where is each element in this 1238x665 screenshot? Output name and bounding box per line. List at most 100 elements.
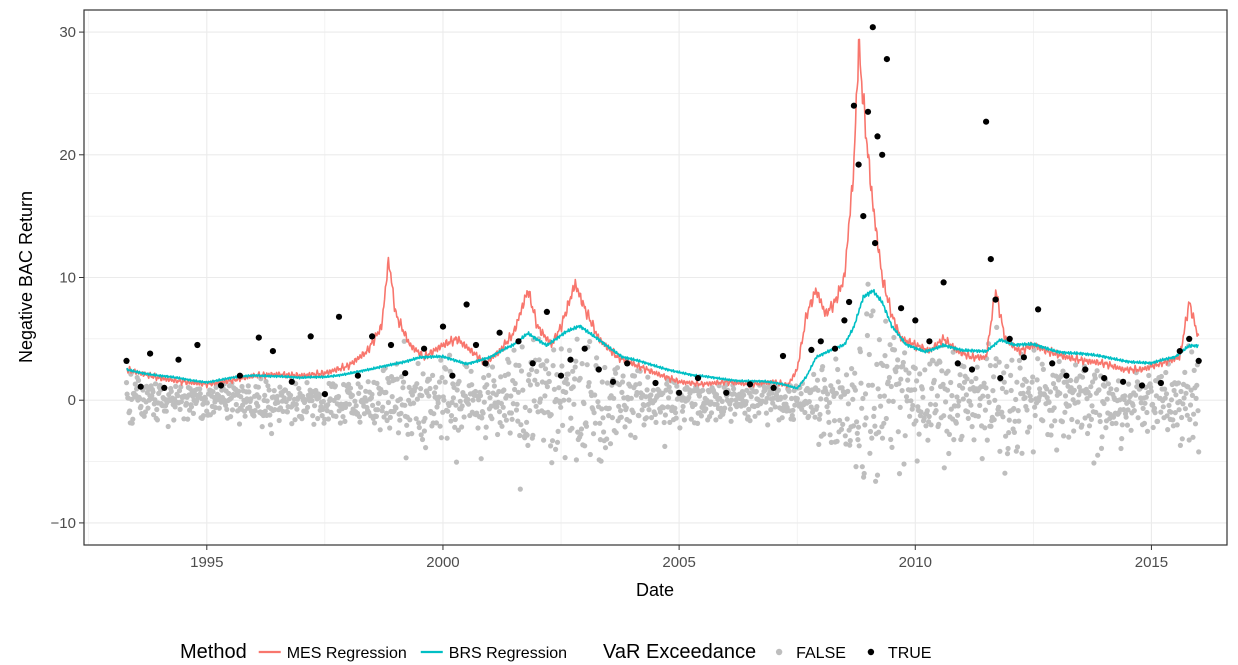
false-point <box>538 396 543 401</box>
false-point <box>1002 471 1007 476</box>
false-point <box>387 425 392 430</box>
false-point <box>1002 380 1007 385</box>
false-point <box>292 417 297 422</box>
false-point <box>1048 389 1053 394</box>
true-point <box>1035 306 1041 312</box>
false-point <box>338 420 343 425</box>
false-point <box>347 402 352 407</box>
false-point <box>854 419 859 424</box>
false-point <box>600 379 605 384</box>
false-point <box>380 405 385 410</box>
false-point <box>1124 415 1129 420</box>
false-point <box>620 379 625 384</box>
false-point <box>992 398 997 403</box>
false-point <box>878 404 883 409</box>
false-point <box>178 407 183 412</box>
false-point <box>1035 377 1040 382</box>
false-point <box>855 437 860 442</box>
y-axis-title: Negative BAC Return <box>16 191 36 363</box>
false-point <box>189 404 194 409</box>
false-point <box>390 394 395 399</box>
false-point <box>1030 374 1035 379</box>
legend-title: Method <box>180 641 247 663</box>
false-point <box>564 377 569 382</box>
true-point <box>747 381 753 387</box>
true-point <box>865 109 871 115</box>
false-point <box>549 412 554 417</box>
false-point <box>637 381 642 386</box>
y-tick-label: 20 <box>59 147 76 164</box>
false-point <box>1106 381 1111 386</box>
false-point <box>1024 407 1029 412</box>
false-point <box>914 378 919 383</box>
false-point <box>277 385 282 390</box>
false-point <box>1130 403 1135 408</box>
true-point <box>624 360 630 366</box>
false-point <box>1072 388 1077 393</box>
false-point <box>975 365 980 370</box>
false-point <box>256 395 261 400</box>
false-point <box>497 409 502 414</box>
false-point <box>566 372 571 377</box>
false-point <box>997 360 1002 365</box>
false-point <box>217 406 222 411</box>
false-point <box>404 455 409 460</box>
true-point <box>402 370 408 376</box>
false-point <box>511 348 516 353</box>
false-point <box>501 405 506 410</box>
false-point <box>875 473 880 478</box>
false-point <box>449 413 454 418</box>
false-point <box>537 357 542 362</box>
false-point <box>906 371 911 376</box>
false-point <box>653 412 658 417</box>
false-point <box>398 411 403 416</box>
false-point <box>918 409 923 414</box>
false-point <box>895 357 900 362</box>
false-point <box>597 421 602 426</box>
x-tick-label: 2010 <box>899 554 932 571</box>
false-point <box>858 381 863 386</box>
false-point <box>615 365 620 370</box>
false-point <box>999 410 1004 415</box>
false-point <box>441 398 446 403</box>
false-point <box>439 375 444 380</box>
false-point <box>1009 388 1014 393</box>
false-point <box>835 439 840 444</box>
false-point <box>1052 418 1057 423</box>
false-point <box>839 427 844 432</box>
false-point <box>484 425 489 430</box>
false-point <box>889 384 894 389</box>
false-point <box>933 402 938 407</box>
true-point <box>1021 354 1027 360</box>
false-point <box>807 399 812 404</box>
true-point <box>544 309 550 315</box>
false-point <box>882 353 887 358</box>
false-point <box>790 408 795 413</box>
false-point <box>983 385 988 390</box>
false-point <box>542 393 547 398</box>
false-point <box>847 443 852 448</box>
true-point <box>567 357 573 363</box>
false-point <box>833 356 838 361</box>
legend-item-label: FALSE <box>796 645 846 662</box>
false-point <box>1096 387 1101 392</box>
false-point <box>489 416 494 421</box>
false-point <box>1031 449 1036 454</box>
false-point <box>624 405 629 410</box>
false-point <box>516 390 521 395</box>
false-point <box>475 425 480 430</box>
true-point <box>194 342 200 348</box>
false-point <box>996 405 1001 410</box>
false-point <box>336 394 341 399</box>
false-point <box>591 431 596 436</box>
x-tick-label: 1995 <box>190 554 223 571</box>
false-point <box>558 405 563 410</box>
false-point <box>520 388 525 393</box>
false-point <box>840 422 845 427</box>
false-point <box>478 393 483 398</box>
false-point <box>1006 430 1011 435</box>
false-point <box>1076 400 1081 405</box>
false-point <box>987 400 992 405</box>
false-point <box>1142 421 1147 426</box>
